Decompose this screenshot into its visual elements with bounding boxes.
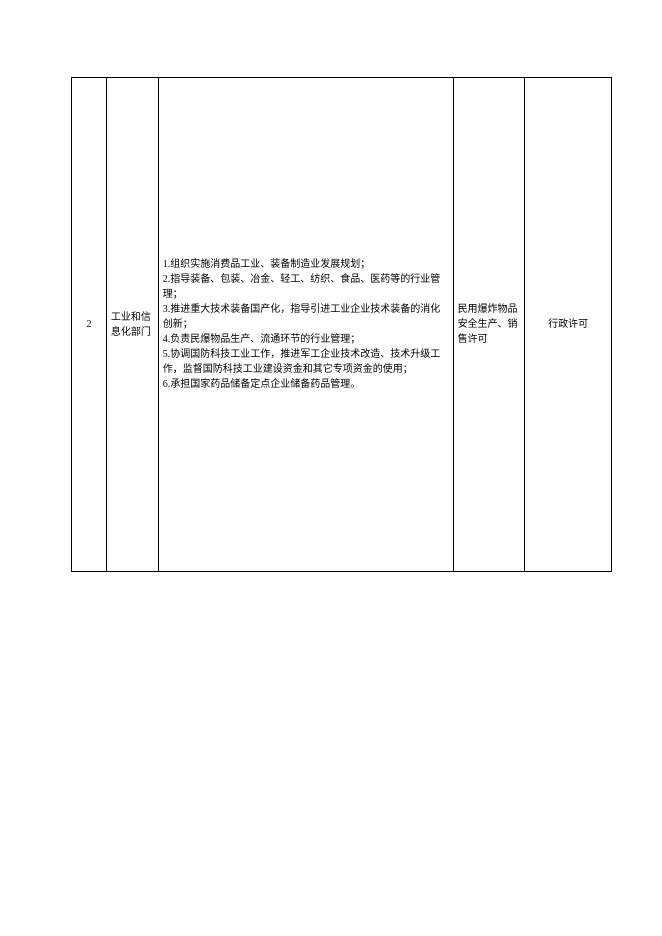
cell-duties: 1.组织实施消费品工业、装备制造业发展规划； 2.指导装备、包装、冶金、轻工、纺… (159, 78, 454, 571)
duty-line: 2.指导装备、包装、冶金、轻工、纺织、食品、医药等的行业管理； (163, 272, 449, 302)
cell-item: 民用爆炸物品安全生产、销售许可 (454, 78, 526, 571)
duty-line: 3.推进重大技术装备国产化，指导引进工业企业技术装备的消化创新； (163, 302, 449, 332)
cell-number-text: 2 (86, 317, 91, 332)
cell-type-text: 行政许可 (548, 317, 588, 332)
duties-list: 1.组织实施消费品工业、装备制造业发展规划； 2.指导装备、包装、冶金、轻工、纺… (163, 257, 449, 392)
cell-type: 行政许可 (525, 78, 611, 571)
cell-department: 工业和信息化部门 (107, 78, 159, 571)
duty-line: 5.协调国防科技工业工作，推进军工企业技术改造、技术升级工作，监督国防科技工业建… (163, 347, 449, 377)
duty-line: 1.组织实施消费品工业、装备制造业发展规划； (163, 257, 449, 272)
cell-number: 2 (72, 78, 107, 571)
data-table: 2 工业和信息化部门 1.组织实施消费品工业、装备制造业发展规划； 2.指导装备… (71, 77, 612, 572)
cell-item-text: 民用爆炸物品安全生产、销售许可 (458, 302, 521, 347)
cell-department-text: 工业和信息化部门 (111, 310, 154, 340)
duty-line: 4.负责民爆物品生产、流通环节的行业管理； (163, 332, 449, 347)
duty-line: 6.承担国家药品储备定点企业储备药品管理。 (163, 377, 449, 392)
